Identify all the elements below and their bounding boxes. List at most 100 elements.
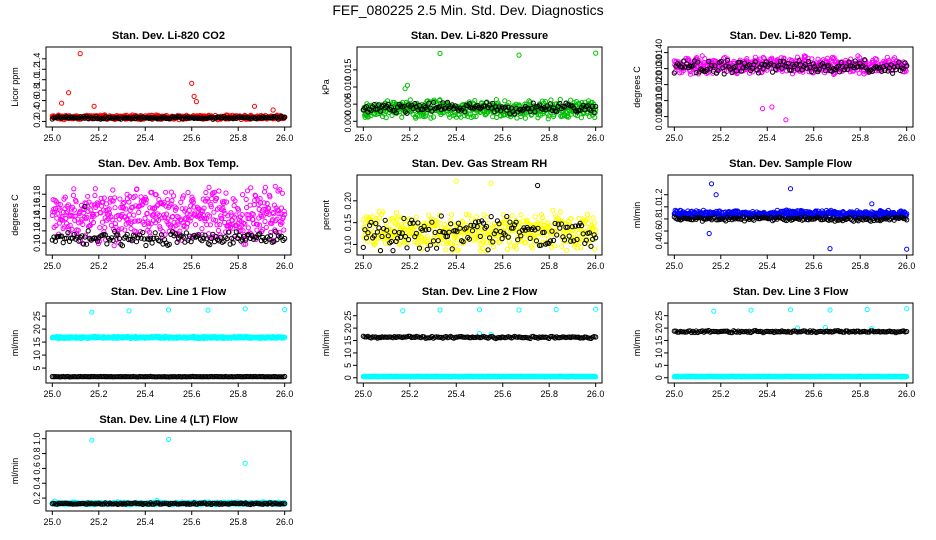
- data-point: [152, 230, 158, 236]
- data-point: [262, 218, 268, 225]
- data-point: [143, 242, 149, 249]
- data-point: [203, 189, 209, 196]
- data-point: [263, 224, 269, 230]
- data-point: [901, 66, 907, 72]
- data-point: [469, 217, 475, 223]
- data-point: [380, 209, 386, 215]
- outlier-point: [251, 103, 258, 109]
- data-point: [509, 213, 515, 219]
- y-axis-label: degrees C: [632, 66, 642, 108]
- data-point: [568, 238, 574, 244]
- plot-frame: [667, 174, 914, 256]
- panel-title: Stan. Dev. Line 2 Flow: [422, 286, 538, 298]
- data-point: [211, 209, 217, 215]
- data-point: [399, 114, 405, 120]
- outlier-point: [801, 53, 808, 59]
- data-point: [477, 233, 483, 239]
- y-axis-label: ml/min: [632, 202, 642, 229]
- data-point: [580, 102, 586, 108]
- x-tick-label: 25.4: [758, 261, 776, 271]
- data-point: [473, 230, 479, 236]
- outlier-point: [593, 50, 599, 56]
- data-point: [395, 222, 401, 228]
- data-point: [174, 239, 180, 245]
- data-point: [410, 220, 416, 226]
- x-tick-label: 25.8: [540, 261, 558, 271]
- data-point: [724, 57, 730, 64]
- series-black: [360, 182, 599, 254]
- data-point: [183, 230, 189, 236]
- data-point: [223, 199, 230, 205]
- data-point: [490, 239, 496, 245]
- y-tick-label: 0.10: [343, 236, 353, 254]
- data-point: [241, 241, 247, 247]
- data-point: [185, 237, 191, 243]
- data-point: [129, 238, 135, 244]
- data-point: [104, 241, 110, 247]
- data-point: [389, 215, 395, 221]
- data-point: [427, 242, 433, 248]
- data-point: [51, 234, 57, 240]
- data-point: [483, 223, 490, 230]
- data-point: [70, 192, 77, 198]
- y-axis-label: percent: [321, 199, 331, 230]
- data-point: [160, 241, 166, 247]
- data-point: [402, 234, 408, 240]
- x-tick-label: 26.0: [898, 133, 916, 143]
- data-point: [547, 101, 554, 107]
- data-point: [199, 226, 205, 232]
- data-point: [518, 212, 524, 218]
- data-point: [227, 115, 233, 121]
- data-point: [404, 245, 410, 251]
- data-point: [478, 225, 485, 231]
- data-point: [729, 69, 735, 76]
- data-point: [454, 237, 460, 243]
- data-point: [557, 100, 563, 107]
- data-point: [270, 211, 277, 217]
- y-tick-label: 25: [343, 311, 353, 321]
- x-tick-label: 25.2: [401, 389, 419, 399]
- data-point: [592, 114, 598, 121]
- data-point: [64, 209, 71, 215]
- data-point: [552, 220, 558, 227]
- data-point: [211, 189, 217, 195]
- data-point: [504, 213, 510, 220]
- data-point: [535, 115, 541, 121]
- data-point: [72, 213, 78, 219]
- y-tick-label: 0.12: [32, 222, 42, 240]
- data-point: [481, 212, 487, 218]
- data-point: [398, 234, 404, 240]
- data-point: [373, 220, 379, 227]
- x-tick-label: 25.0: [355, 261, 373, 271]
- data-point: [240, 192, 246, 198]
- data-point: [392, 221, 398, 227]
- data-point: [554, 232, 560, 238]
- data-point: [423, 227, 429, 233]
- data-point: [395, 235, 401, 241]
- data-point: [493, 228, 499, 234]
- data-point: [129, 219, 135, 225]
- data-point: [397, 241, 403, 247]
- data-point: [65, 202, 72, 208]
- data-point: [788, 67, 794, 73]
- data-point: [257, 231, 263, 237]
- data-point: [119, 226, 125, 232]
- y-tick-label: 0.0110: [654, 87, 664, 114]
- data-point: [231, 203, 237, 209]
- data-point: [554, 109, 560, 115]
- data-point: [404, 110, 410, 116]
- series-black: [49, 373, 288, 380]
- y-tick-label: 5: [343, 363, 353, 368]
- data-point: [591, 220, 597, 226]
- data-point: [807, 64, 813, 70]
- x-tick-label: 25.4: [136, 133, 154, 143]
- data-point: [715, 68, 721, 74]
- data-point: [526, 98, 532, 104]
- outlier-point: [904, 246, 910, 252]
- data-point: [491, 244, 497, 250]
- data-point: [426, 100, 432, 106]
- data-point: [593, 235, 599, 241]
- data-point: [207, 222, 213, 228]
- data-point: [591, 109, 597, 116]
- data-point: [523, 239, 529, 246]
